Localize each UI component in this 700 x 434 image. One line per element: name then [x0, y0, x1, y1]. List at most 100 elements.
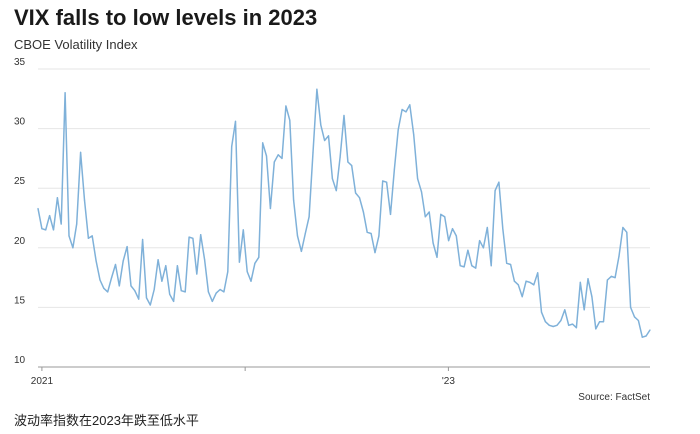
- vix-data-point: [265, 155, 268, 157]
- vix-data-point: [606, 279, 609, 281]
- vix-data-point: [420, 191, 423, 193]
- vix-data-point: [223, 291, 225, 293]
- vix-data-point: [52, 229, 55, 231]
- vix-data-point: [72, 247, 74, 249]
- vix-data-point: [285, 105, 287, 107]
- vix-data-point: [517, 284, 519, 286]
- vix-data-point: [107, 291, 109, 293]
- vix-data-point: [583, 309, 585, 311]
- vix-data-point: [633, 316, 636, 318]
- vix-data-point: [60, 223, 62, 225]
- vix-data-point: [548, 324, 550, 326]
- vix-data-point: [103, 287, 105, 289]
- vix-data-point: [331, 178, 333, 180]
- vix-data-point: [502, 228, 504, 230]
- vix-data-point: [393, 168, 395, 170]
- vix-data-point: [343, 114, 345, 117]
- vix-data-point: [134, 290, 136, 292]
- vix-data-point: [556, 324, 558, 326]
- vix-data-point: [564, 309, 566, 311]
- vix-data-point: [142, 238, 144, 241]
- vix-data-point: [626, 231, 628, 233]
- vix-data-point: [498, 181, 500, 183]
- vix-data-point: [459, 265, 461, 267]
- vix-data-point: [389, 213, 392, 215]
- vix-data-point: [560, 319, 562, 322]
- vix-data-point: [490, 265, 492, 267]
- vix-data-point: [471, 265, 473, 267]
- vix-data-point: [579, 281, 581, 283]
- vix-data-point: [571, 323, 574, 325]
- vix-data-point: [630, 306, 632, 308]
- vix-data-point: [362, 211, 364, 213]
- vix-data-point: [335, 190, 337, 192]
- vix-data-point: [316, 88, 318, 90]
- vix-data-point: [130, 285, 132, 287]
- vix-data-point: [196, 273, 198, 275]
- vix-data-point: [118, 285, 120, 287]
- vix-data-point: [114, 263, 117, 266]
- vix-data-point: [91, 235, 93, 237]
- vix-data-point: [76, 223, 78, 225]
- vix-data-point: [219, 288, 221, 291]
- source-note: Source: FactSet: [578, 392, 650, 403]
- vix-data-point: [513, 280, 516, 282]
- vix-data-point: [451, 228, 454, 230]
- vix-data-point: [463, 266, 465, 268]
- vix-data-point: [382, 180, 384, 182]
- vix-data-point: [231, 145, 233, 148]
- vix-data-point: [204, 259, 206, 261]
- vix-data-point: [308, 216, 310, 218]
- vix-data-point: [401, 108, 403, 111]
- vix-data-point: [366, 231, 368, 233]
- vix-data-point: [157, 259, 159, 261]
- vix-data-point: [540, 311, 543, 313]
- vix-data-point: [215, 292, 217, 294]
- vix-data-point: [599, 321, 601, 323]
- vix-data-point: [614, 277, 616, 279]
- vix-data-point: [494, 190, 496, 192]
- vix-data-point: [440, 213, 442, 215]
- vix-data-point: [436, 256, 438, 258]
- vix-data-point: [533, 284, 535, 286]
- vix-data-point: [138, 298, 140, 300]
- y-tick-label: 30: [14, 117, 26, 128]
- vix-data-point: [506, 262, 508, 264]
- vix-data-point: [192, 237, 194, 239]
- vix-data-point: [169, 293, 171, 295]
- vix-data-point: [211, 300, 213, 302]
- vix-data-point: [99, 279, 101, 281]
- vix-data-point: [455, 235, 457, 237]
- vix-data-point: [173, 300, 175, 302]
- vix-data-point: [246, 271, 248, 273]
- vix-data-point: [417, 178, 419, 180]
- vix-data-point: [610, 275, 612, 277]
- y-tick-label: 10: [14, 355, 26, 366]
- vix-data-point: [184, 291, 186, 293]
- vix-data-point: [161, 280, 163, 282]
- vix-data-point: [575, 327, 578, 329]
- vix-data-point: [122, 260, 124, 262]
- vix-data-point: [312, 151, 314, 153]
- vix-data-point: [68, 235, 70, 237]
- vix-data-point: [269, 207, 271, 210]
- vix-data-point: [467, 249, 469, 251]
- vix-data-point: [521, 296, 523, 298]
- vix-data-point: [339, 156, 341, 158]
- vix-data-point: [180, 290, 182, 292]
- vix-data-point: [176, 265, 178, 267]
- vix-data-point: [41, 228, 43, 230]
- vix-data-point: [289, 119, 291, 121]
- vix-data-point: [637, 319, 640, 322]
- vix-data-point: [165, 265, 167, 267]
- vix-data-point: [149, 304, 151, 306]
- vix-data-point: [227, 271, 229, 273]
- vix-data-point: [475, 267, 477, 269]
- vix-data-point: [482, 247, 484, 249]
- vix-data-point: [618, 255, 620, 257]
- vix-data-point: [281, 157, 283, 159]
- vix-data-point: [510, 263, 512, 266]
- vix-data-point: [409, 104, 411, 106]
- x-tick-label: 2021: [31, 376, 54, 387]
- vix-data-point: [386, 181, 388, 183]
